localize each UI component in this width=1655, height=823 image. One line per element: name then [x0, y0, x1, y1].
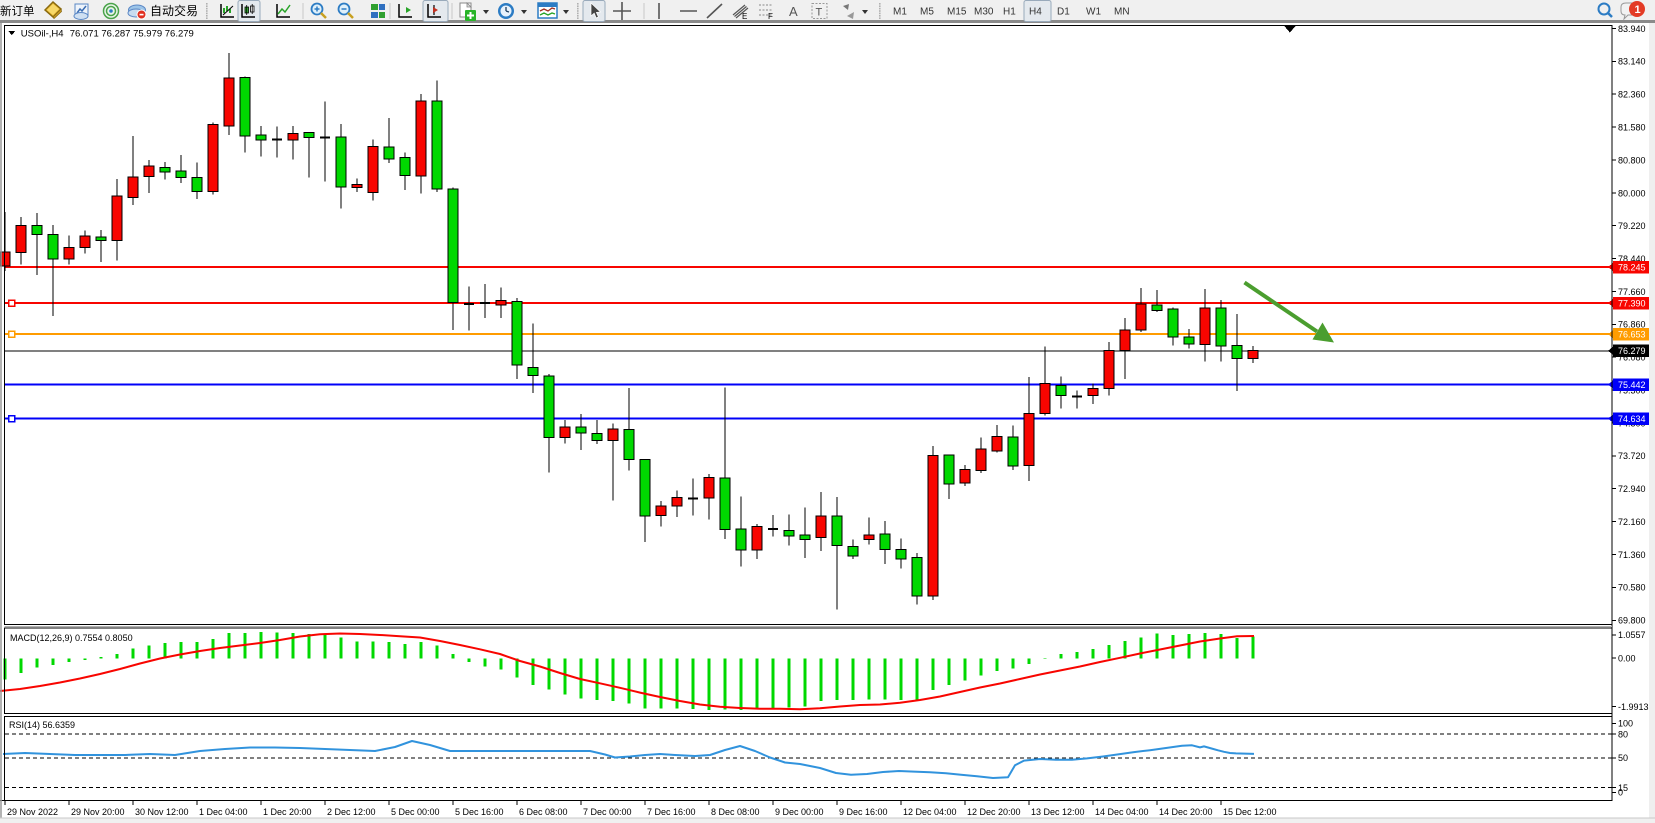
svg-text:RSI(14) 56.6359: RSI(14) 56.6359 [9, 720, 75, 730]
svg-text:81.580: 81.580 [1618, 122, 1646, 132]
svg-text:2 Dec 12:00: 2 Dec 12:00 [327, 807, 376, 817]
svg-text:E: E [742, 12, 747, 21]
svg-text:MACD(12,26,9) 0.7554 0.8050: MACD(12,26,9) 0.7554 0.8050 [10, 633, 133, 643]
svg-text:M5: M5 [920, 7, 934, 18]
svg-text:76.860: 76.860 [1618, 320, 1646, 330]
svg-text:78.440: 78.440 [1618, 254, 1646, 264]
svg-text:78.245: 78.245 [1618, 262, 1646, 272]
svg-text:新订单: 新订单 [0, 4, 35, 18]
svg-text:7 Dec 00:00: 7 Dec 00:00 [583, 807, 632, 817]
svg-text:15 Dec 12:00: 15 Dec 12:00 [1223, 807, 1277, 817]
svg-text:72.940: 72.940 [1618, 484, 1646, 494]
svg-text:29 Nov 2022: 29 Nov 2022 [7, 807, 58, 817]
svg-text:71.360: 71.360 [1618, 550, 1646, 560]
svg-text:M1: M1 [893, 7, 907, 18]
svg-text:15: 15 [1618, 783, 1628, 793]
svg-text:29 Nov 20:00: 29 Nov 20:00 [71, 807, 125, 817]
svg-text:69.800: 69.800 [1618, 616, 1646, 626]
svg-text:80.800: 80.800 [1618, 156, 1646, 166]
svg-text:0: 0 [1618, 788, 1623, 798]
svg-text:0.00: 0.00 [1618, 654, 1636, 664]
svg-text:W1: W1 [1086, 7, 1101, 18]
svg-text:MN: MN [1114, 7, 1130, 18]
svg-text:30 Nov 12:00: 30 Nov 12:00 [135, 807, 189, 817]
svg-text:82.360: 82.360 [1618, 90, 1646, 100]
svg-text:F: F [768, 12, 773, 21]
svg-text:5 Dec 16:00: 5 Dec 16:00 [455, 807, 504, 817]
svg-text:77.390: 77.390 [1618, 298, 1646, 308]
svg-text:76.279: 76.279 [1618, 346, 1646, 356]
svg-text:73.720: 73.720 [1618, 451, 1646, 461]
svg-text:D1: D1 [1057, 7, 1070, 18]
svg-text:79.220: 79.220 [1618, 221, 1646, 231]
svg-text:80: 80 [1618, 729, 1628, 739]
svg-text:9 Dec 00:00: 9 Dec 00:00 [775, 807, 824, 817]
svg-text:H4: H4 [1029, 7, 1042, 18]
svg-text:70.580: 70.580 [1618, 583, 1646, 593]
svg-text:100: 100 [1618, 719, 1633, 729]
svg-text:76.653: 76.653 [1618, 330, 1646, 340]
svg-text:74.634: 74.634 [1618, 414, 1646, 424]
svg-text:自动交易: 自动交易 [150, 3, 198, 18]
svg-text:14 Dec 04:00: 14 Dec 04:00 [1095, 807, 1149, 817]
svg-text:76.080: 76.080 [1618, 353, 1646, 363]
svg-text:12 Dec 04:00: 12 Dec 04:00 [903, 807, 957, 817]
svg-text:77.660: 77.660 [1618, 287, 1646, 297]
svg-text:9 Dec 16:00: 9 Dec 16:00 [839, 807, 888, 817]
svg-text:7 Dec 16:00: 7 Dec 16:00 [647, 807, 696, 817]
svg-text:1 Dec 20:00: 1 Dec 20:00 [263, 807, 312, 817]
svg-text:5 Dec 00:00: 5 Dec 00:00 [391, 807, 440, 817]
svg-text:13 Dec 12:00: 13 Dec 12:00 [1031, 807, 1085, 817]
svg-text:H1: H1 [1003, 7, 1016, 18]
svg-text:M15: M15 [947, 7, 967, 18]
svg-text:72.160: 72.160 [1618, 517, 1646, 527]
svg-text:8 Dec 08:00: 8 Dec 08:00 [711, 807, 760, 817]
svg-text:50: 50 [1618, 753, 1628, 763]
svg-text:83.140: 83.140 [1618, 57, 1646, 67]
svg-text:M30: M30 [974, 7, 994, 18]
svg-text:T: T [816, 7, 823, 19]
svg-text:76.071 76.287 75.979 76.279: 76.071 76.287 75.979 76.279 [70, 28, 194, 39]
svg-text:1.0557: 1.0557 [1618, 630, 1646, 640]
svg-text:1 Dec 04:00: 1 Dec 04:00 [199, 807, 248, 817]
svg-text:6 Dec 08:00: 6 Dec 08:00 [519, 807, 568, 817]
svg-text:A: A [789, 4, 798, 19]
svg-text:USOil-,H4: USOil-,H4 [21, 28, 64, 39]
svg-text:80.000: 80.000 [1618, 188, 1646, 198]
svg-text:14 Dec 20:00: 14 Dec 20:00 [1159, 807, 1213, 817]
svg-text:12 Dec 20:00: 12 Dec 20:00 [967, 807, 1021, 817]
svg-text:75.442: 75.442 [1618, 380, 1646, 390]
svg-text:83.940: 83.940 [1618, 24, 1646, 34]
svg-text:-1.9913: -1.9913 [1618, 702, 1649, 712]
svg-text:1: 1 [1635, 4, 1641, 16]
